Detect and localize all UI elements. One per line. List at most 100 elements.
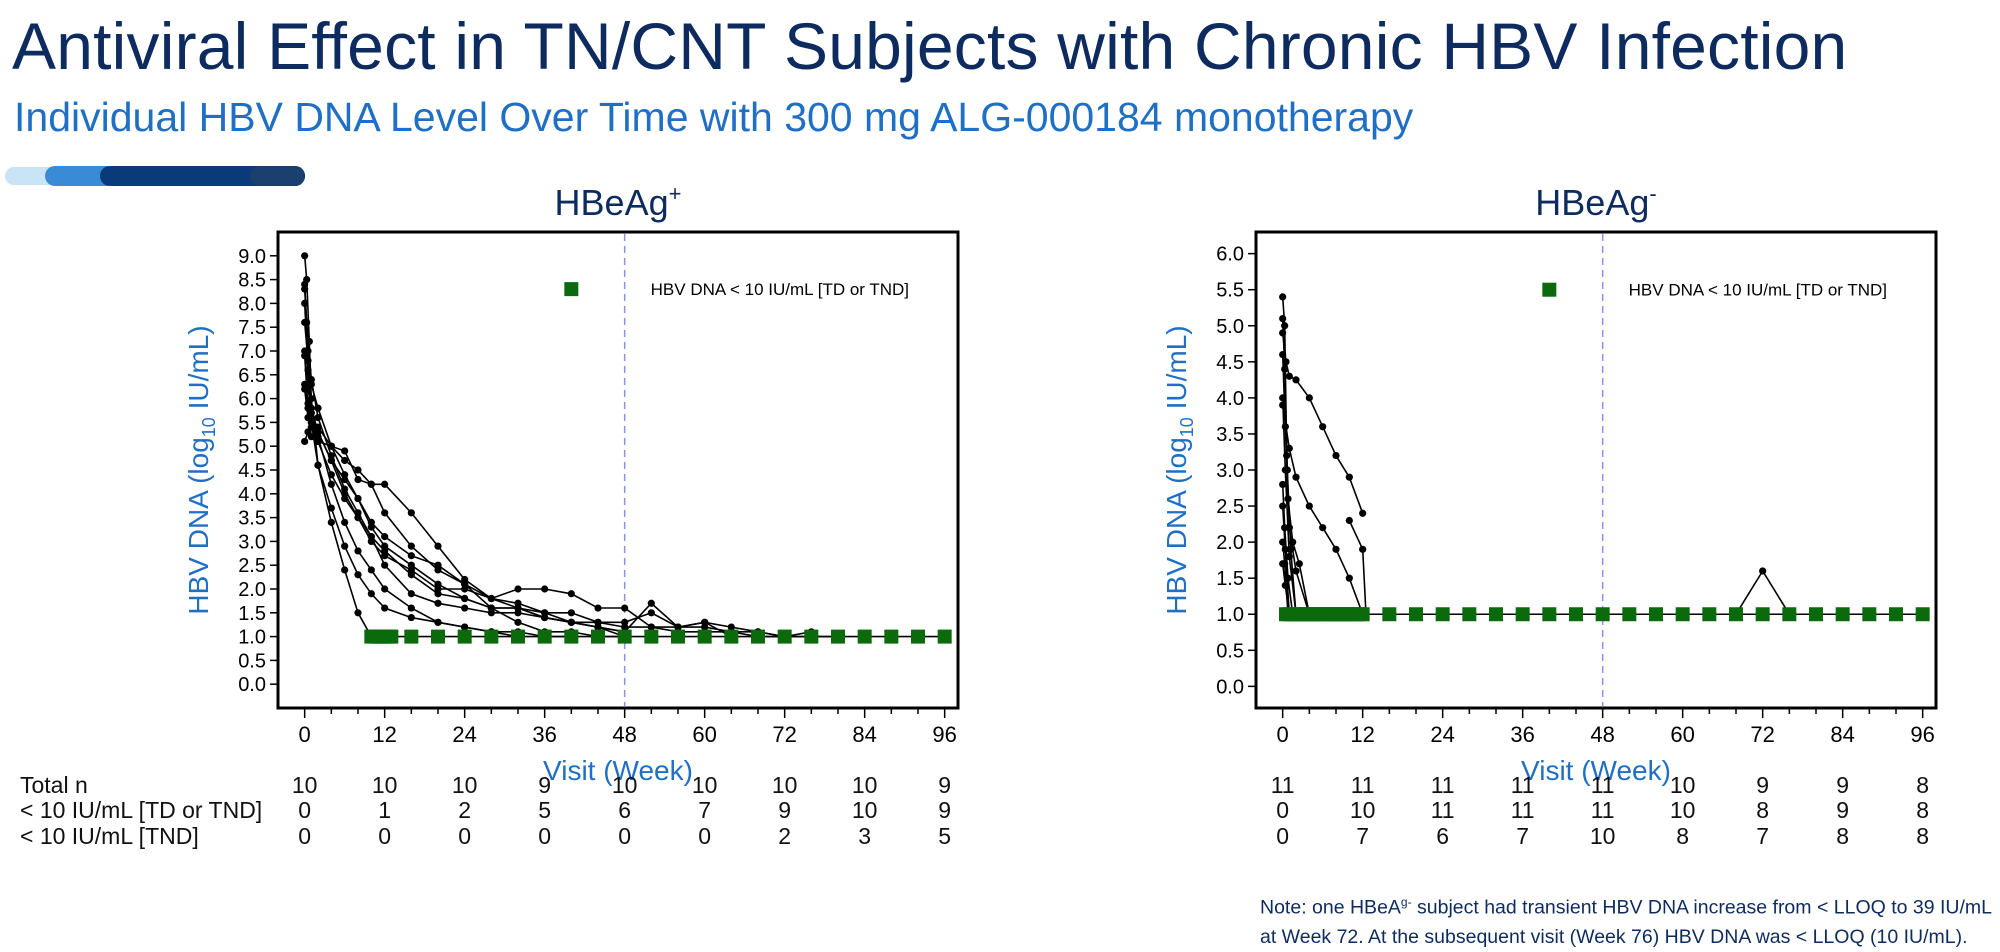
left-data-point (301, 252, 309, 260)
left-lloq-marker (617, 629, 632, 644)
right-series-s10 (1279, 401, 1364, 615)
left-data-point (341, 447, 349, 455)
right-x-tick-label: 36 (1510, 722, 1534, 747)
right-x-tick-label: 60 (1670, 722, 1694, 747)
left-y-tick-label: 6.0 (238, 389, 266, 411)
right-data-point (1281, 466, 1289, 474)
left-x-axis-label: Visit (Week) (543, 755, 693, 786)
left-x-tick-label: 72 (772, 722, 796, 747)
right-x-tick-label: 12 (1350, 722, 1374, 747)
right-lloq-marker (1702, 607, 1717, 622)
right-lloq-marker (1915, 607, 1930, 622)
left-table-cell: 6 (618, 797, 632, 823)
right-lloq-marker (1862, 607, 1877, 622)
left-data-point (594, 604, 602, 612)
left-data-point (701, 618, 709, 626)
left-data-point (354, 547, 362, 555)
left-y-axis-label-sub: 10 (199, 417, 219, 437)
left-x-tick-label: 36 (532, 722, 556, 747)
left-data-point (341, 566, 349, 574)
left-x-tick-label: 60 (692, 722, 716, 747)
left-data-point (341, 542, 349, 550)
left-series-line (303, 289, 519, 638)
right-y-tick-label: 5.0 (1216, 316, 1244, 338)
left-series-line (303, 384, 812, 638)
right-data-point (1292, 567, 1300, 575)
left-data-point (381, 533, 389, 541)
left-data-point (367, 518, 375, 526)
right-y-tick-label: 3.5 (1216, 424, 1244, 446)
right-data-point (1284, 495, 1292, 503)
accent-bar (5, 166, 305, 186)
left-x-tick-label: 84 (852, 722, 876, 747)
right-y-tick-label: 0.0 (1216, 676, 1244, 698)
right-x-tick-label: 48 (1590, 722, 1614, 747)
left-data-point (301, 437, 309, 446)
right-table-cell: 10 (1349, 797, 1376, 823)
left-table-cell: 7 (698, 797, 712, 823)
left-data-point (301, 318, 309, 327)
left-y-tick-label: 9.0 (238, 246, 266, 268)
left-data-point (314, 461, 322, 469)
left-chart-title-sup: + (669, 181, 682, 206)
right-data-point (1279, 314, 1287, 323)
left-y-tick-label: 5.5 (238, 412, 266, 434)
left-data-point (621, 623, 629, 631)
right-data-point (1332, 451, 1340, 460)
left-data-point (381, 542, 389, 550)
left-y-tick-label: 4.0 (238, 484, 266, 506)
left-data-point (514, 609, 522, 617)
right-y-tick-label: 5.5 (1216, 280, 1244, 302)
left-data-point (407, 613, 415, 622)
left-data-point (407, 604, 415, 612)
right-lloq-marker (1729, 607, 1743, 622)
left-data-point (354, 494, 362, 503)
left-data-point (314, 428, 322, 436)
right-lloq-marker (1489, 607, 1503, 622)
left-data-point (327, 504, 335, 512)
right-series-s8 (1279, 560, 1291, 615)
left-data-point (434, 618, 442, 626)
left-data-point (434, 542, 442, 550)
left-data-point (381, 480, 389, 488)
left-data-point (487, 609, 495, 617)
left-legend-label: HBV DNA < 10 IU/mL [TD or TND] (651, 280, 909, 299)
right-data-point (1305, 394, 1313, 402)
right-chart-title: HBeAg- (1535, 181, 1656, 223)
right-table-cell: 10 (1669, 797, 1696, 823)
left-data-point (354, 466, 362, 474)
left-lloq-marker (911, 629, 925, 644)
right-table-cell: 6 (1436, 823, 1450, 849)
left-data-point (314, 414, 322, 422)
right-y-tick-label: 1.0 (1216, 604, 1244, 626)
left-table-cell: 10 (851, 772, 878, 798)
left-table-cell: 0 (538, 823, 552, 849)
right-y-tick-label: 2.5 (1216, 496, 1244, 518)
left-lloq-marker (431, 629, 445, 644)
right-table-cell: 11 (1590, 772, 1615, 798)
right-table-cell: 11 (1270, 772, 1295, 798)
left-data-point (341, 518, 349, 526)
left-lloq-marker (724, 629, 739, 644)
left-data-point (367, 480, 375, 488)
note-superscript: g- (1400, 895, 1412, 909)
left-y-tick-label: 3.5 (238, 508, 266, 530)
right-y-tick-label: 3.0 (1216, 460, 1244, 482)
left-data-point (327, 518, 335, 526)
right-lloq-marker (1675, 607, 1690, 622)
left-series-s4 (301, 299, 572, 638)
right-series-s4 (1279, 394, 1297, 615)
right-data-point (1279, 480, 1287, 489)
left-data-point (314, 437, 322, 446)
left-table-cell: 9 (538, 772, 552, 798)
right-x-axis-label: Visit (Week) (1521, 755, 1671, 786)
left-data-point (301, 299, 309, 307)
left-y-tick-label: 0.5 (238, 650, 266, 672)
left-data-point (567, 590, 575, 598)
left-data-point (354, 571, 362, 579)
left-table-cell: 0 (298, 797, 312, 823)
right-lloq-marker (1462, 607, 1477, 622)
left-series-line (303, 303, 572, 638)
right-table-cell: 8 (1916, 772, 1930, 798)
